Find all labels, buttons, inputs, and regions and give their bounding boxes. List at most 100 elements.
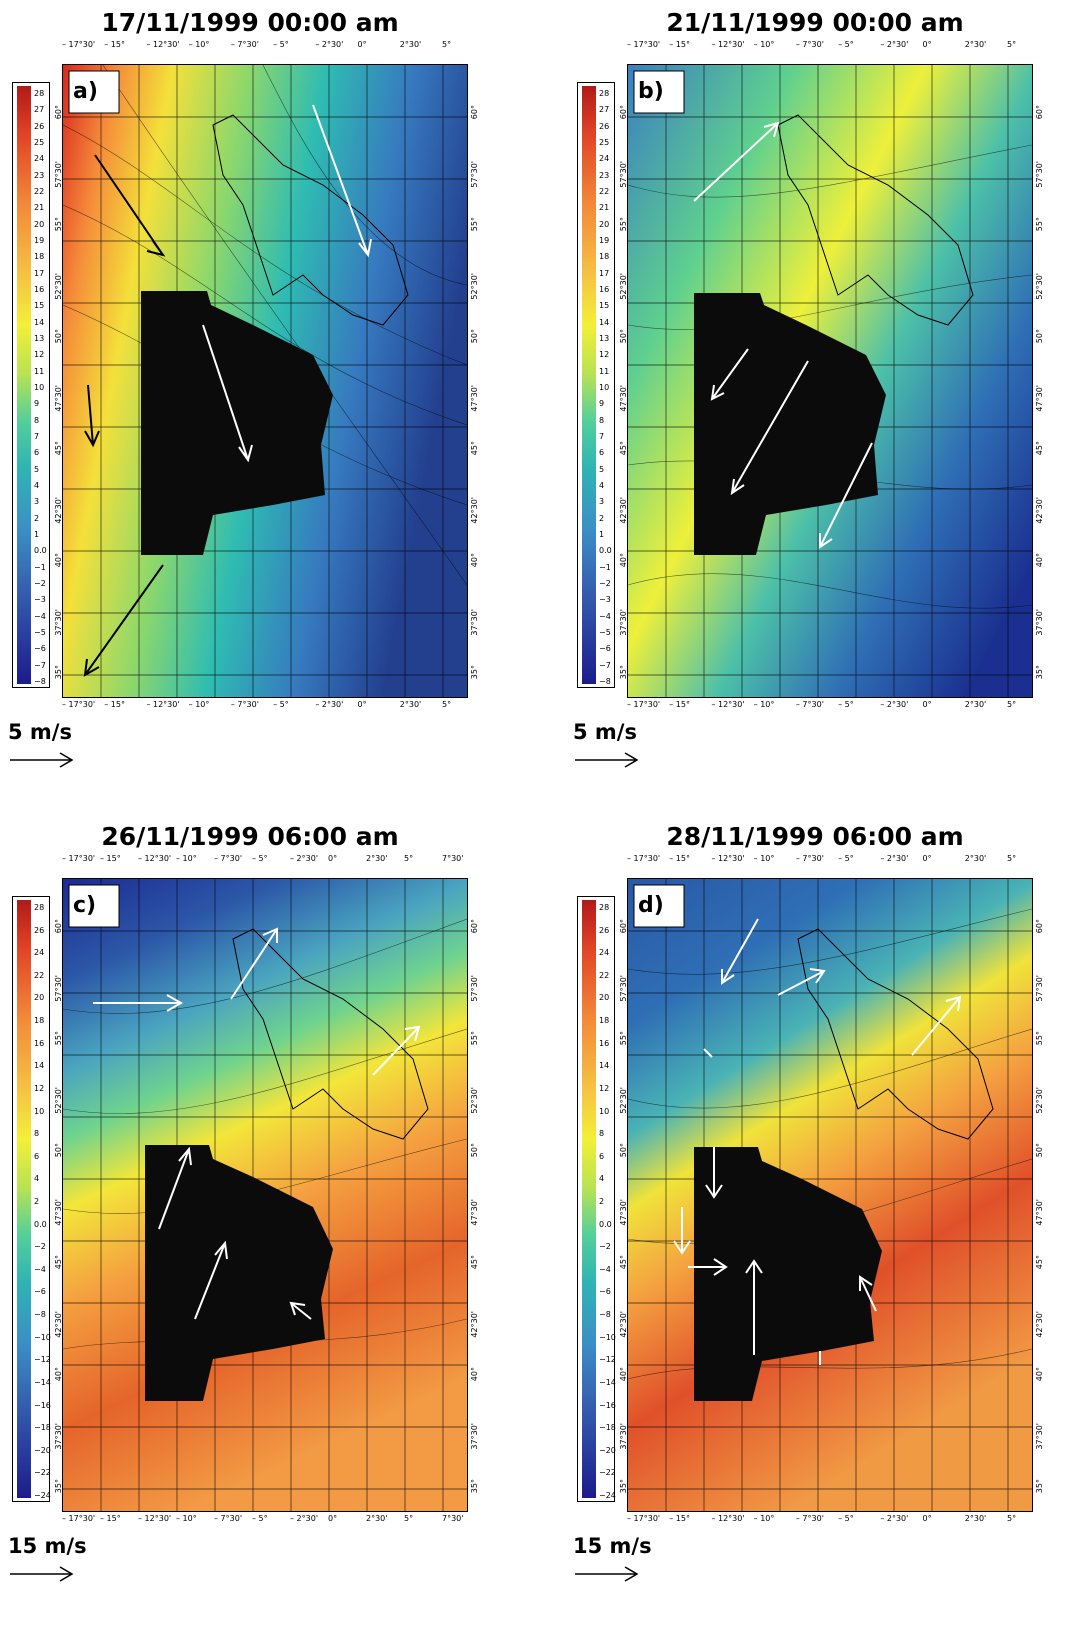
colorbar-label: 14	[34, 317, 45, 327]
panel-label: b)	[638, 79, 664, 104]
tick-label: 42°30'	[54, 1311, 63, 1338]
colorbar-label: −18	[599, 1423, 616, 1433]
tick-label: – 5°	[252, 1514, 268, 1523]
colorbar-label: 4	[599, 481, 605, 490]
left-ticks: 60° 57°30' 55° 52°30' 50° 47°30' 45° 42°30' 40° 3…	[54, 879, 63, 1511]
tick-label: 45°	[1035, 441, 1044, 456]
tick-label: – 7°30'	[795, 1514, 824, 1523]
tick-label: 45°	[470, 441, 479, 456]
colorbar-label: 26	[599, 925, 610, 935]
tick-label: 57°30'	[619, 975, 628, 1002]
tick-label: 50°	[1035, 329, 1044, 344]
colorbar-label: 1	[34, 530, 40, 539]
tick-label: 52°30'	[470, 273, 479, 300]
tick-label: 2°30'	[964, 700, 987, 709]
mesh-region	[141, 291, 333, 555]
colorbar-gradient	[17, 86, 31, 684]
tick-label: 35°	[619, 665, 628, 680]
colorbar: 28 26 24 22 20 18 16 14 12 10 8 6 4 2 0.0 −2 −4 −6 −8 −10 −1…	[12, 896, 51, 1502]
colorbar-label: 20	[34, 993, 45, 1003]
colorbar-gradient	[17, 900, 31, 1498]
colorbar-label: 17	[34, 268, 45, 278]
colorbar-label: 2	[34, 513, 40, 523]
tick-label: – 15°	[669, 40, 690, 49]
tick-label: 42°30'	[54, 497, 63, 524]
colorbar: 28 26 24 22 20 18 16 14 12 10 8 6 4 2 0.0 −2 −4 −6 −8 −10 −1…	[577, 896, 616, 1502]
tick-label: 40°	[470, 1367, 479, 1382]
tick-label: 45°	[54, 441, 63, 456]
colorbar-label: −4	[34, 611, 46, 621]
tick-label: – 10°	[753, 40, 775, 49]
tick-label: 40°	[54, 553, 63, 568]
map-b-svg	[628, 65, 1032, 697]
colorbar-label: 12	[34, 1083, 45, 1093]
colorbar-label: 21	[34, 203, 45, 213]
tick-label: 60°	[619, 105, 628, 120]
colorbar-label: 9	[34, 399, 40, 409]
colorbar-label: −6	[599, 644, 611, 654]
tick-label: – 5°	[838, 40, 854, 49]
colorbar-label: 22	[34, 970, 45, 980]
tick-label: – 10°	[753, 854, 775, 863]
tick-label: 55°	[1035, 217, 1044, 232]
colorbar-label: 10	[599, 1106, 610, 1116]
colorbar-label: 15	[34, 301, 45, 311]
tick-label: 2°30'	[366, 1514, 388, 1523]
tick-label: – 2°30'	[315, 700, 344, 709]
colorbar-label: −4	[599, 1264, 611, 1274]
tick-label: 47°30'	[619, 1199, 628, 1226]
tick-label: 45°	[619, 1255, 628, 1270]
colorbar-label: −14	[599, 1377, 616, 1387]
tick-label: 60°	[1035, 105, 1044, 120]
tick-label: – 7°30'	[795, 700, 824, 709]
tick-label: – 12°30'	[146, 700, 180, 709]
tick-label: 37°30'	[54, 609, 63, 636]
tick-label: – 12°30'	[711, 700, 745, 709]
tick-label: – 5°	[838, 854, 854, 863]
colorbar-label: 23	[34, 170, 45, 180]
colorbar-label: 10	[34, 383, 45, 392]
tick-label: – 15°	[669, 700, 690, 709]
tick-label: 50°	[54, 1143, 63, 1158]
wind-vectors	[93, 927, 421, 1320]
map-d: d) 60° 57°30' 55° 52°30' 50° 47°30' 45° 42°30' 4…	[619, 878, 1044, 1512]
colorbar-gradient	[582, 900, 596, 1498]
tick-label: 40°	[619, 553, 628, 568]
scale-label: 5 m/s	[8, 720, 72, 744]
tick-label: 45°	[470, 1255, 479, 1270]
colorbar-label: 4	[599, 1174, 605, 1184]
tick-label: 2°30'	[964, 40, 987, 49]
panel-label: c)	[73, 893, 97, 918]
tick-label: 5°	[1007, 700, 1017, 709]
colorbar-label: 20	[34, 219, 45, 229]
colorbar-label: 9	[599, 399, 605, 409]
tick-label: 50°	[470, 1143, 479, 1158]
tick-label: 37°30'	[619, 1423, 628, 1450]
tick-label: – 10°	[176, 854, 197, 863]
tick-label: 37°30'	[470, 1423, 479, 1450]
colorbar-labels: 28 26 24 22 20 18 16 14 12 10 8 6 4 2 0.0 −2 −4 −6 −8 −10 −1…	[34, 897, 51, 1501]
tick-label: – 12°30'	[711, 854, 745, 863]
tick-label: 60°	[54, 919, 63, 934]
map-c-svg	[63, 879, 467, 1511]
tick-label: – 10°	[753, 700, 775, 709]
colorbar-label: 7	[599, 432, 605, 441]
colorbar-label: 26	[599, 121, 610, 131]
tick-label: – 2°30'	[290, 854, 319, 863]
colorbar-label: 11	[34, 366, 45, 376]
colorbar-label: 18	[599, 252, 610, 262]
colorbar-label: −7	[34, 660, 46, 670]
tick-label: – 2°30'	[290, 1514, 319, 1523]
scale-label: 5 m/s	[573, 720, 637, 744]
tick-label: 0°	[328, 1514, 338, 1523]
colorbar-label: −3	[599, 595, 611, 605]
tick-label: – 5°	[838, 700, 854, 709]
left-ticks: 60° 57°30' 55° 52°30' 50° 47°30' 45° 42°30' 40° 3…	[619, 879, 628, 1511]
scale-arrow	[575, 1566, 639, 1582]
colorbar-label: −24	[599, 1491, 616, 1500]
panel-label: d)	[638, 893, 664, 918]
tick-label: – 7°30'	[795, 854, 824, 863]
panel-d: 28/11/1999 06:00 am – 17°30' – 15° – 12°30…	[565, 822, 1065, 1622]
colorbar-label: 20	[599, 219, 610, 229]
colorbar-label: −14	[34, 1377, 51, 1387]
